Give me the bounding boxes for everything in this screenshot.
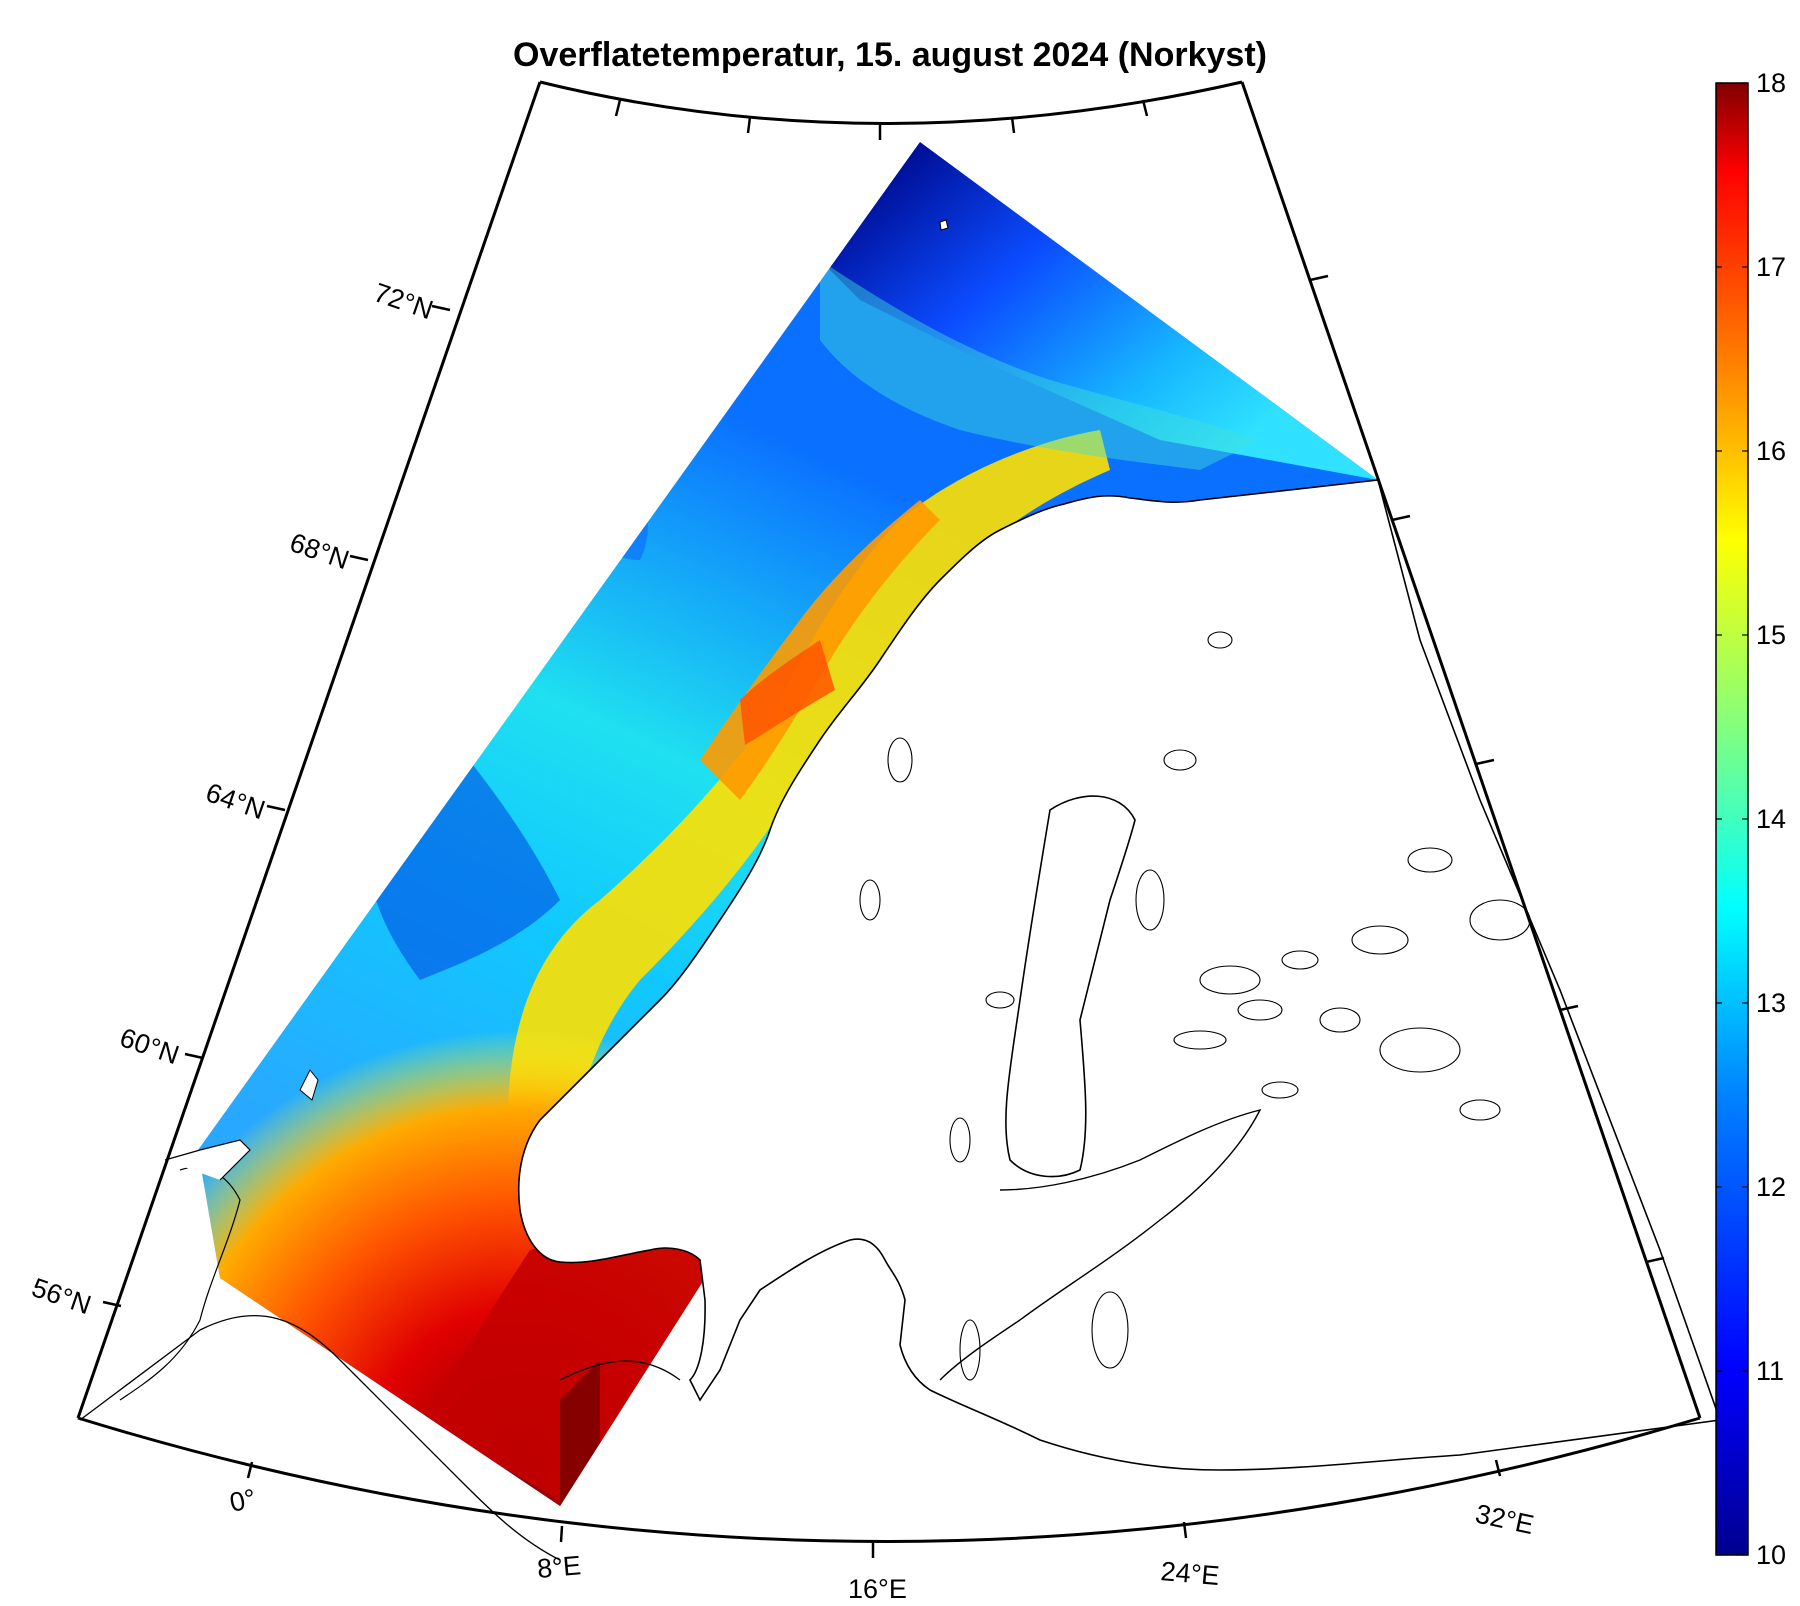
colorbar-tick-label: 18 xyxy=(1756,68,1786,98)
colorbar-tick-label: 10 xyxy=(1756,1540,1786,1570)
lon-label-24e: 24°E xyxy=(1159,1556,1220,1591)
colorbar-tick-label: 12 xyxy=(1756,1172,1786,1202)
colorbar-tick-label: 15 xyxy=(1756,620,1786,650)
colorbar-tick-label: 17 xyxy=(1756,252,1786,282)
lat-label-56: 56°N xyxy=(28,1272,95,1320)
lat-label-72: 72°N xyxy=(370,277,437,325)
lat-label-60: 60°N xyxy=(116,1022,183,1070)
lon-label-16e: 16°E xyxy=(848,1574,907,1604)
lon-label-32e: 32°E xyxy=(1473,1499,1537,1541)
colorbar: 18 17 16 15 14 13 12 11 10 xyxy=(1715,68,1786,1570)
colorbar-tick-label: 11 xyxy=(1756,1356,1784,1386)
map-frame xyxy=(76,80,1702,1558)
map-title: Overflatetemperatur, 15. august 2024 (No… xyxy=(513,36,1267,74)
lat-label-64: 64°N xyxy=(202,777,269,825)
lon-label-8e: 8°E xyxy=(536,1550,582,1584)
colorbar-tick-label: 13 xyxy=(1756,988,1786,1018)
colorbar-tick-label: 16 xyxy=(1756,436,1786,466)
colorbar-tick-label: 14 xyxy=(1756,804,1786,834)
lat-label-68: 68°N xyxy=(286,527,353,575)
lon-label-0: 0° xyxy=(227,1483,259,1518)
land-mass xyxy=(79,479,1722,1561)
